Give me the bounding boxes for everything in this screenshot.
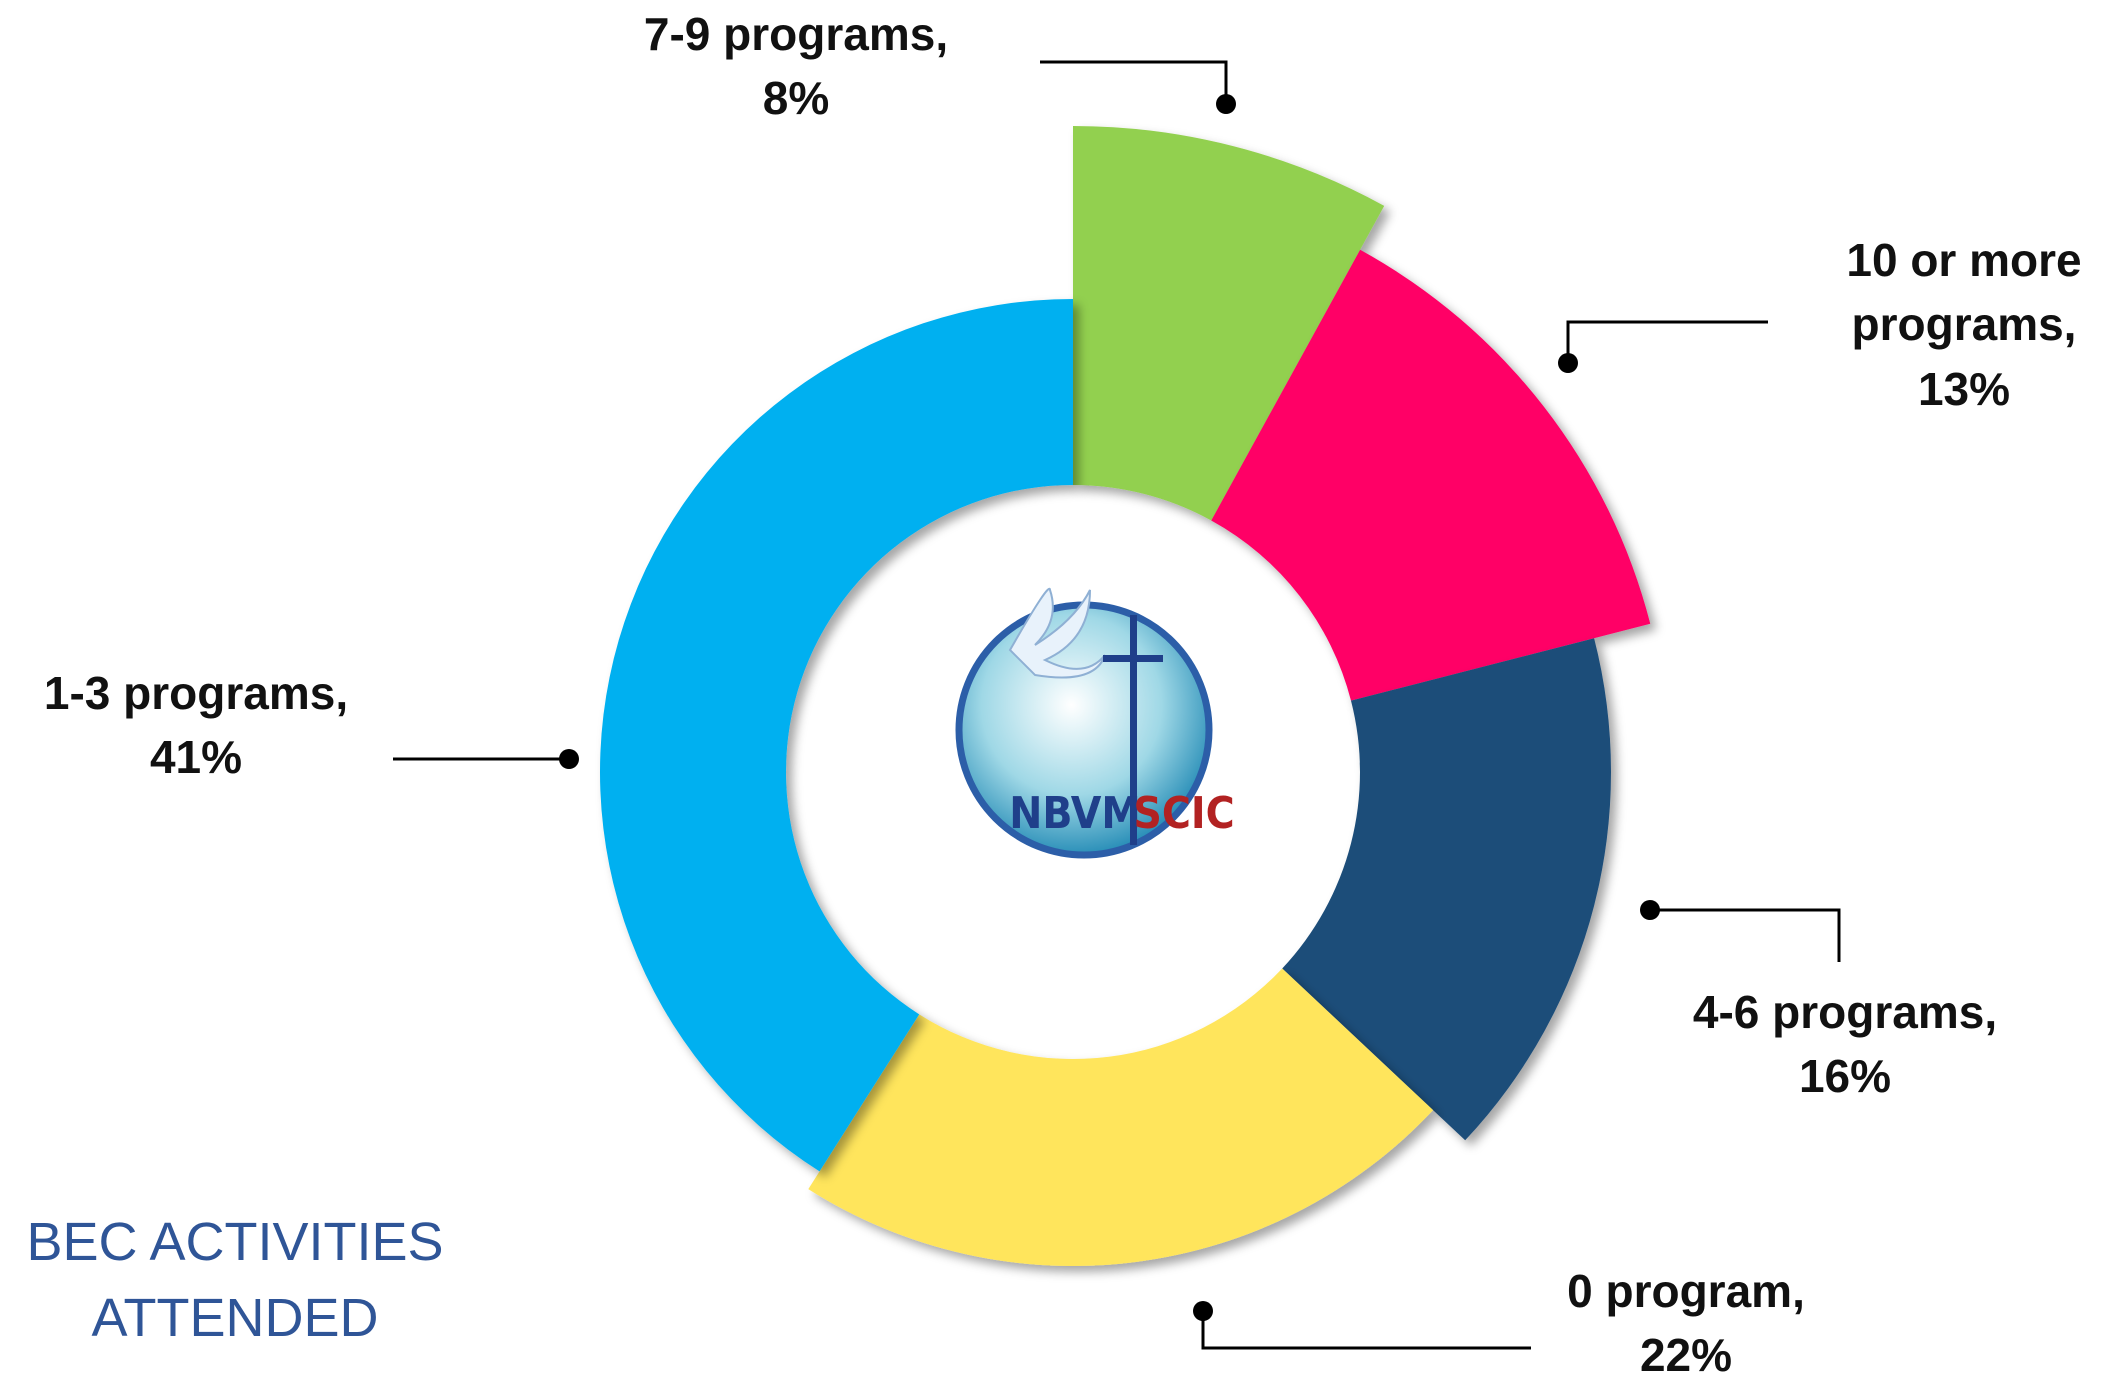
chart-title: BEC ACTIVITIES ATTENDED (26, 1212, 444, 1348)
leader-line (1650, 908, 1841, 962)
leader-line (1566, 320, 1768, 363)
logo-text: NBVM (1009, 788, 1141, 839)
value-label: 41% (149, 731, 243, 784)
slice (808, 968, 1434, 1266)
category-label: 4-6 programs, (1692, 986, 1998, 1038)
value-label: 8% (762, 72, 830, 125)
leader-line (1201, 1311, 1531, 1350)
leader-dot (1193, 1301, 1213, 1321)
leaders (393, 60, 1841, 1350)
slice (1282, 638, 1612, 1141)
leader-dot (1640, 900, 1660, 920)
slice (1073, 126, 1385, 521)
data-label: 1-3 programs, 41% (0, 661, 396, 790)
value-label: 22% (1639, 1329, 1733, 1382)
category-label: 10 or more programs, (1846, 234, 2082, 351)
logo: NBVM SCIC (955, 587, 1235, 859)
slice (600, 298, 1073, 1172)
slice (1211, 249, 1651, 701)
slices (600, 126, 1651, 1266)
leader-dot (559, 749, 579, 769)
leader-dot (1216, 94, 1236, 114)
logo-cross (1103, 655, 1163, 662)
category-label: 0 program, (1567, 1265, 1805, 1317)
leader-dot (1558, 353, 1578, 373)
leader-line (1040, 60, 1228, 104)
logo-cross (1130, 615, 1137, 845)
logo-text: SCIC (1133, 788, 1234, 839)
value-label: 16% (1798, 1050, 1892, 1103)
value-label: 13% (1917, 362, 2011, 415)
data-label: 4-6 programs, 16% (1585, 980, 2105, 1109)
category-label: 1-3 programs, (43, 667, 349, 719)
data-label: 10 or more programs, 13% (1744, 228, 2113, 421)
data-label: 0 program, 22% (1426, 1259, 1946, 1388)
category-label: 7-9 programs, (643, 8, 949, 60)
data-label: 7-9 programs, 8% (536, 2, 1056, 131)
